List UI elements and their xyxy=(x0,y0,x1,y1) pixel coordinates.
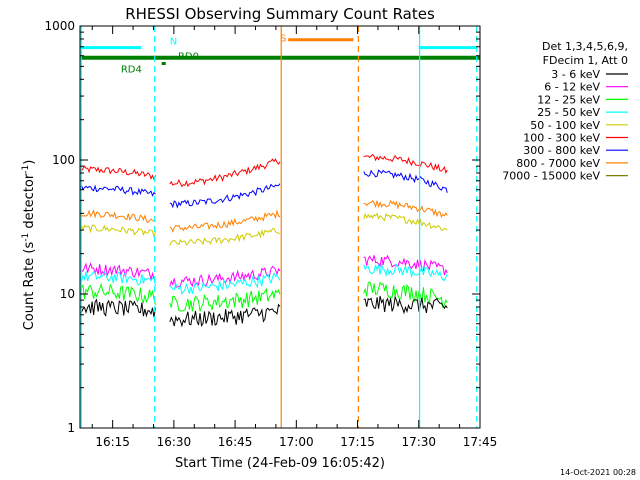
x-tick-label: 17:30 xyxy=(401,435,436,449)
x-tick-label: 17:45 xyxy=(463,435,498,449)
legend: Det 1,3,4,5,6,9, FDecim 1, Att 0 3 - 6 k… xyxy=(502,40,628,183)
series-line xyxy=(79,282,156,306)
y-axis-label-sup2: -1 xyxy=(21,165,31,174)
series-line xyxy=(79,224,156,238)
x-tick-label: 16:15 xyxy=(95,435,130,449)
series-line xyxy=(363,169,448,193)
y-tick-label: 100 xyxy=(52,153,75,167)
y-tick-label: 10 xyxy=(60,287,75,301)
series-line xyxy=(79,298,156,318)
legend-entry-label: 12 - 25 keV xyxy=(537,93,600,106)
legend-entry-label: 6 - 12 keV xyxy=(544,81,600,94)
series-line xyxy=(169,158,281,188)
series-line xyxy=(169,209,281,233)
series-line xyxy=(363,281,448,309)
legend-entry-label: 25 - 50 keV xyxy=(537,106,600,119)
series-line xyxy=(169,303,281,328)
series-line xyxy=(79,209,156,224)
legend-header-decimation: FDecim 1, Att 0 xyxy=(543,54,628,67)
legend-entry-label: 800 - 7000 keV xyxy=(516,157,600,170)
series-line xyxy=(363,263,448,282)
series-line xyxy=(79,184,156,197)
series-line xyxy=(79,270,156,287)
y-axis-label-mid: detector xyxy=(22,173,37,233)
x-tick-label: 16:30 xyxy=(157,435,192,449)
series-line xyxy=(169,271,281,295)
series-line xyxy=(79,262,156,281)
axes: 16:15 16:30 16:45 17:00 17:15 17:30 17:45 1 10 10… xyxy=(44,19,497,449)
flag-label: S xyxy=(280,34,286,45)
series-line xyxy=(363,295,448,315)
y-axis-label-main: Count Rate (s xyxy=(22,242,37,331)
series-line xyxy=(363,212,448,231)
legend-entry-label: 3 - 6 keV xyxy=(551,68,600,81)
plot-frame xyxy=(79,25,481,429)
legend-entry-label: 7000 - 15000 keV xyxy=(502,170,600,183)
x-tick-label: 17:15 xyxy=(340,435,375,449)
series-line xyxy=(169,183,281,209)
series-line xyxy=(79,165,156,181)
series-line xyxy=(363,199,448,219)
legend-entry-label: 50 - 100 keV xyxy=(530,119,600,132)
y-axis-label-sup1: -1 xyxy=(21,233,31,242)
series-line xyxy=(363,254,448,276)
legend-header-detectors: Det 1,3,4,5,6,9, xyxy=(542,40,628,53)
series-line xyxy=(169,227,281,246)
series-line xyxy=(363,153,448,175)
chart-title: RHESSI Observing Summary Count Rates xyxy=(125,5,435,23)
y-axis-label-end: ) xyxy=(22,160,37,165)
x-axis-label: Start Time (24-Feb-09 16:05:42) xyxy=(175,456,385,471)
y-tick-label: 1 xyxy=(67,421,75,435)
flag-label: RD0 xyxy=(178,52,199,63)
y-tick-label: 1000 xyxy=(44,19,75,33)
flag-label: N xyxy=(170,36,177,47)
x-tick-label: 16:45 xyxy=(218,435,253,449)
flag-label: RD4 xyxy=(121,65,142,76)
y-axis-label: Count Rate (s-1 detector-1) xyxy=(21,160,37,331)
x-tick-label: 17:00 xyxy=(279,435,314,449)
series-line xyxy=(169,287,281,312)
legend-entry-label: 300 - 800 keV xyxy=(523,144,600,157)
legend-entry-label: 100 - 300 keV xyxy=(523,132,600,145)
generated-timestamp: 14-Oct-2021 00:28 xyxy=(560,468,636,477)
